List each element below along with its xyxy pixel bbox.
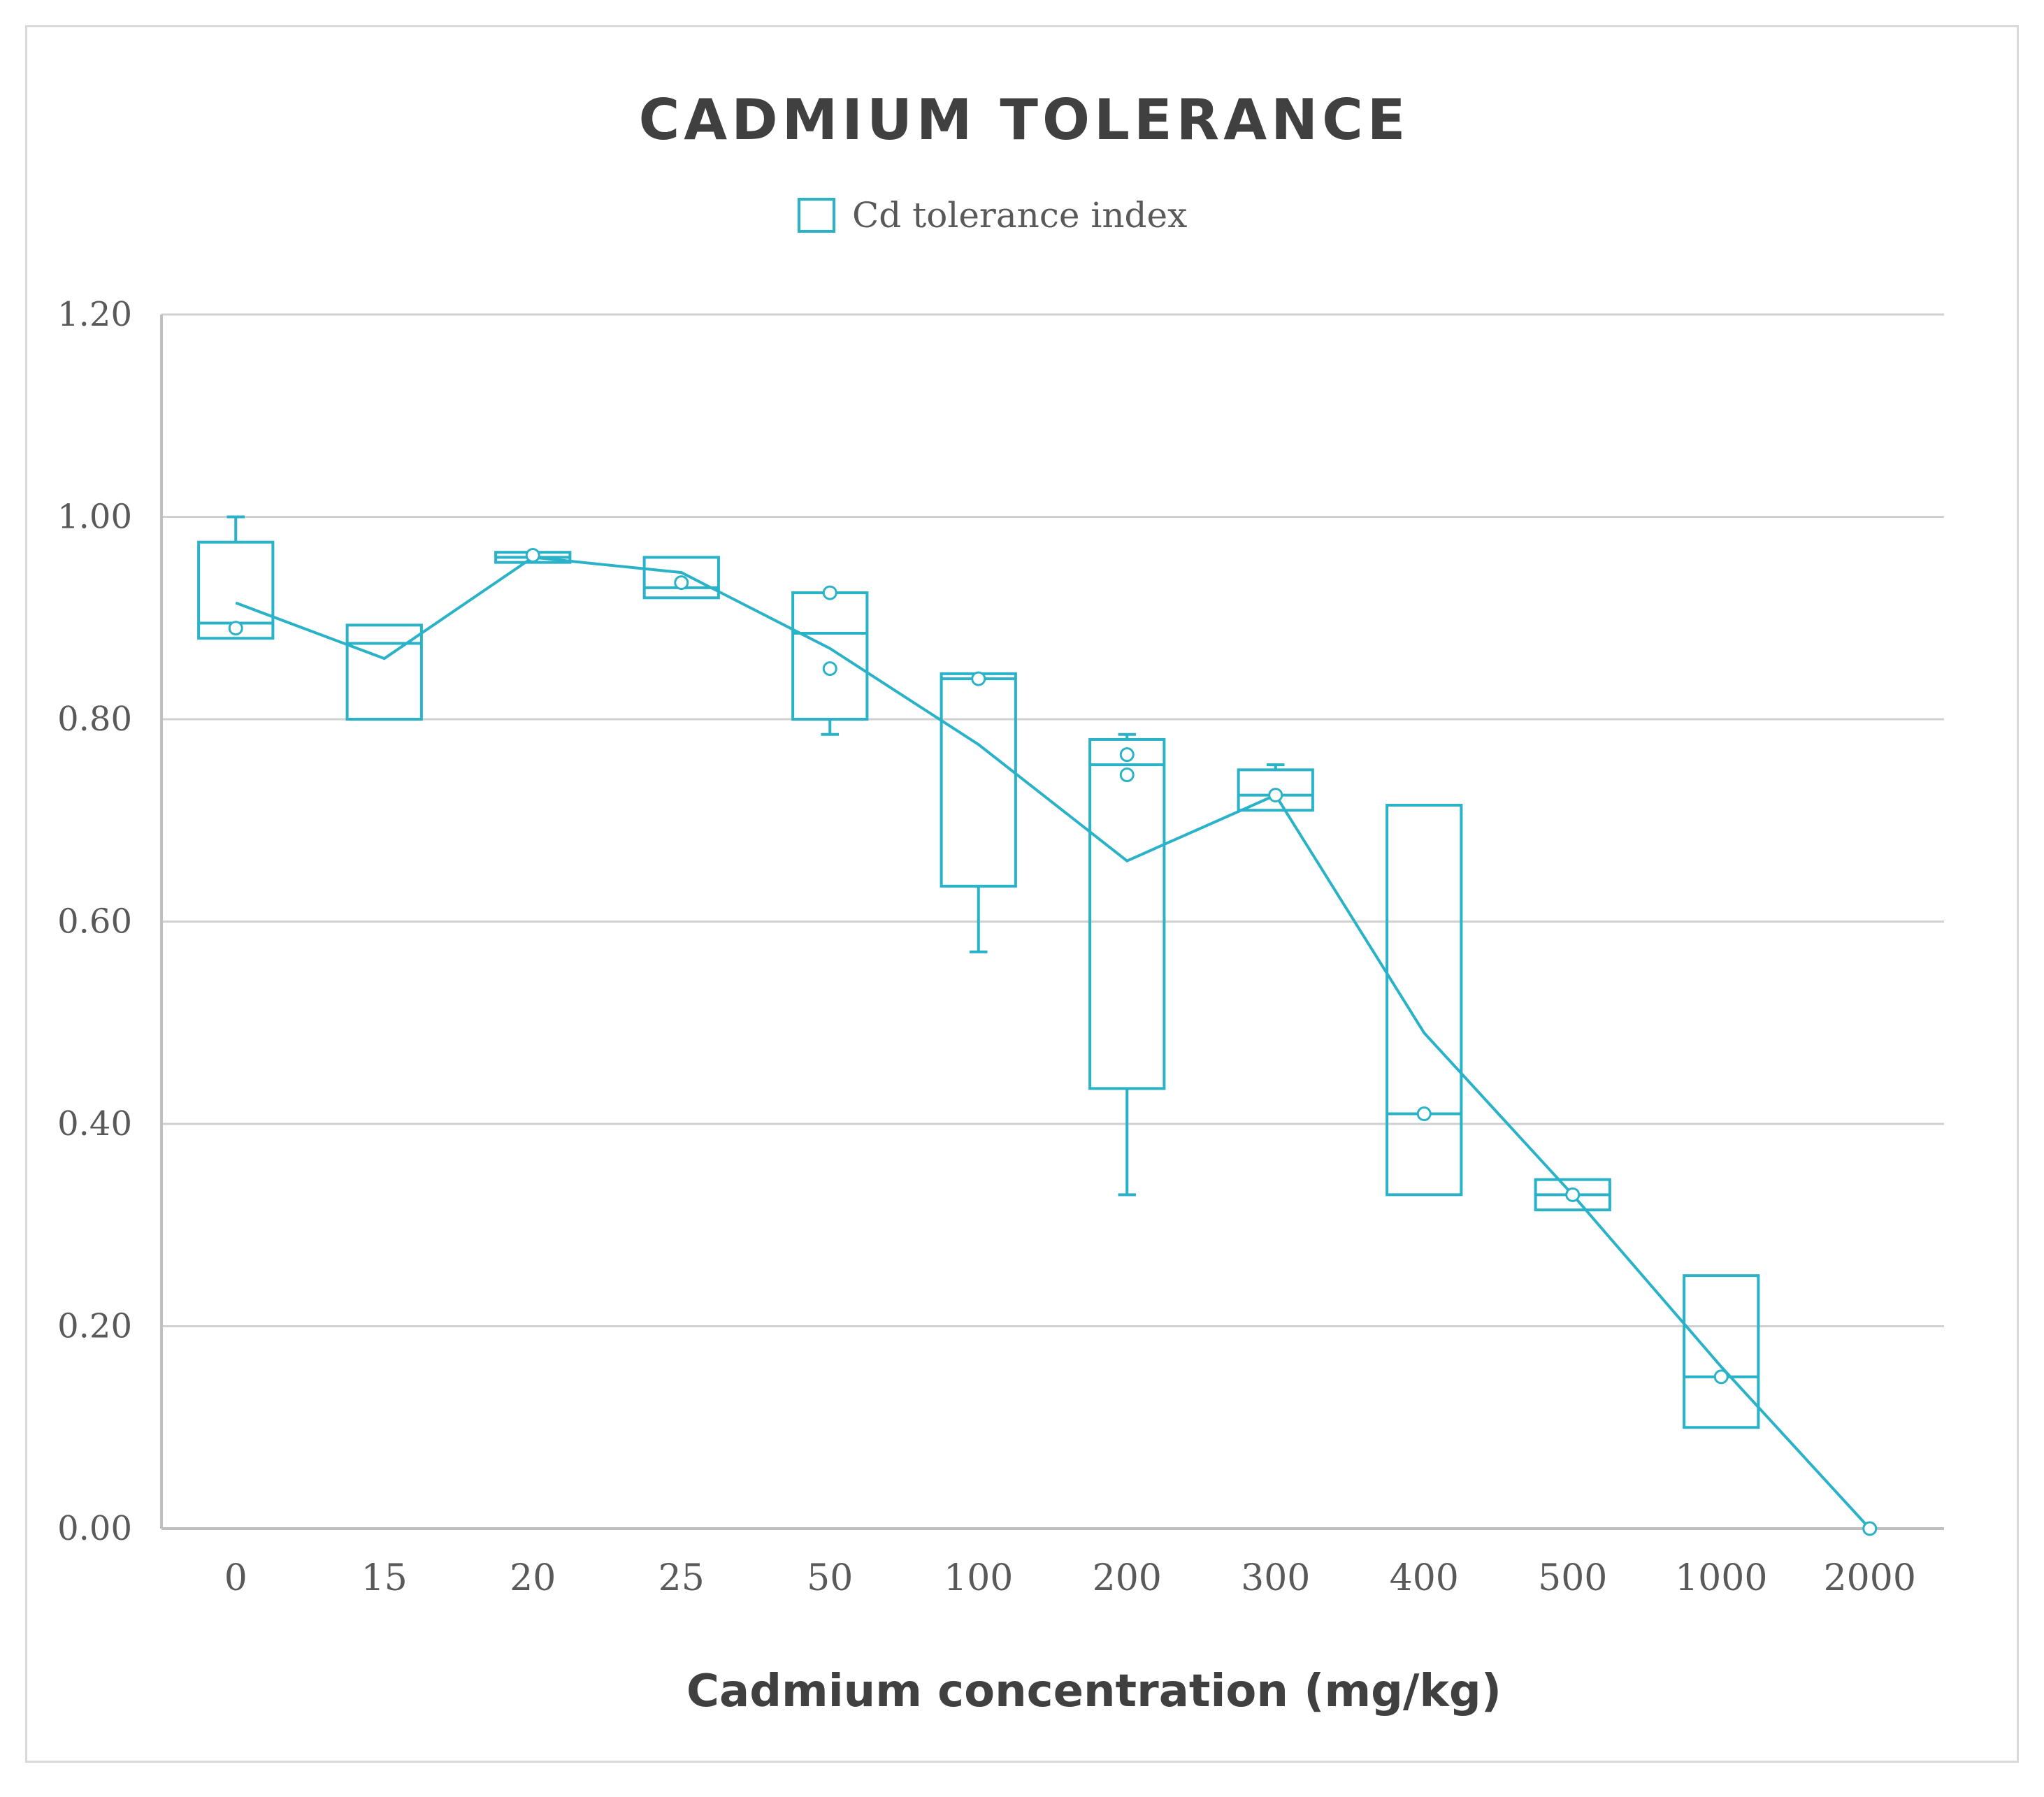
y-tick-label: 0.20: [57, 1307, 132, 1346]
y-tick-label: 1.00: [57, 498, 132, 537]
x-tick-label: 400: [1390, 1557, 1459, 1599]
x-tick-label: 0: [224, 1557, 247, 1599]
data-point: [228, 621, 243, 636]
x-tick-label: 300: [1241, 1557, 1310, 1599]
legend-swatch: [798, 198, 835, 233]
data-point: [1119, 767, 1135, 783]
box-400: [1386, 804, 1463, 1197]
x-tick-label: 200: [1093, 1557, 1162, 1599]
box-rect: [1386, 804, 1463, 1197]
data-point: [1713, 1369, 1729, 1385]
data-point: [1416, 1106, 1432, 1122]
data-point: [1565, 1187, 1581, 1202]
data-point: [1862, 1521, 1878, 1536]
box-plot-chart: CADMIUM TOLERANCE Cd tolerance index 0.0…: [57, 87, 1944, 1717]
gridlines: [160, 313, 1944, 1530]
box-rect: [940, 672, 1017, 888]
data-point: [674, 575, 689, 591]
y-tick-label: 0.60: [57, 902, 132, 941]
mean-line: [235, 556, 1871, 1530]
data-point: [971, 671, 986, 686]
y-tick-label: 1.20: [57, 295, 132, 334]
box-rect: [1683, 1274, 1760, 1429]
x-tick-label: 1000: [1675, 1557, 1767, 1599]
y-tick-label: 0.80: [57, 700, 132, 739]
legend-label: Cd tolerance index: [852, 195, 1187, 236]
point-series: [228, 548, 1878, 1536]
y-tick-label: 0.40: [57, 1104, 132, 1143]
box-rect: [642, 556, 720, 600]
x-tick-label: 20: [510, 1557, 556, 1599]
data-point: [822, 585, 837, 600]
x-tick-label: 50: [807, 1557, 853, 1599]
y-axis-tick-labels: 0.00 0.20 0.40 0.60 0.80 1.00 1.20: [57, 295, 132, 1548]
box-rect: [345, 623, 423, 721]
x-tick-label: 100: [944, 1557, 1013, 1599]
x-tick-label: 2000: [1824, 1557, 1916, 1599]
box-0: [197, 515, 275, 640]
chart-title: CADMIUM TOLERANCE: [639, 87, 1410, 152]
box-200: [1088, 732, 1166, 1197]
y-tick-label: 0.00: [57, 1509, 132, 1548]
x-axis-title: Cadmium concentration (mg/kg): [686, 1666, 1502, 1717]
box-rect: [1088, 737, 1166, 1090]
x-tick-label: 25: [658, 1557, 705, 1599]
box-rect: [791, 591, 869, 721]
x-tick-label: 500: [1538, 1557, 1607, 1599]
box-1000: [1683, 1274, 1760, 1429]
chart-frame: CADMIUM TOLERANCE Cd tolerance index 0.0…: [25, 25, 2019, 1763]
mean-line-series: [235, 556, 1871, 1530]
box-300: [1237, 763, 1314, 812]
data-point: [1119, 747, 1135, 763]
box-series: [197, 515, 1760, 1429]
x-axis-tick-labels: 0 15 20 25 50 100 200 300 400 500 1000 2000: [224, 1557, 1916, 1599]
data-point: [1268, 788, 1283, 803]
data-point: [822, 661, 837, 677]
legend: Cd tolerance index: [798, 195, 1187, 236]
box-100: [940, 672, 1017, 953]
data-point: [525, 548, 540, 563]
x-tick-label: 15: [361, 1557, 408, 1599]
